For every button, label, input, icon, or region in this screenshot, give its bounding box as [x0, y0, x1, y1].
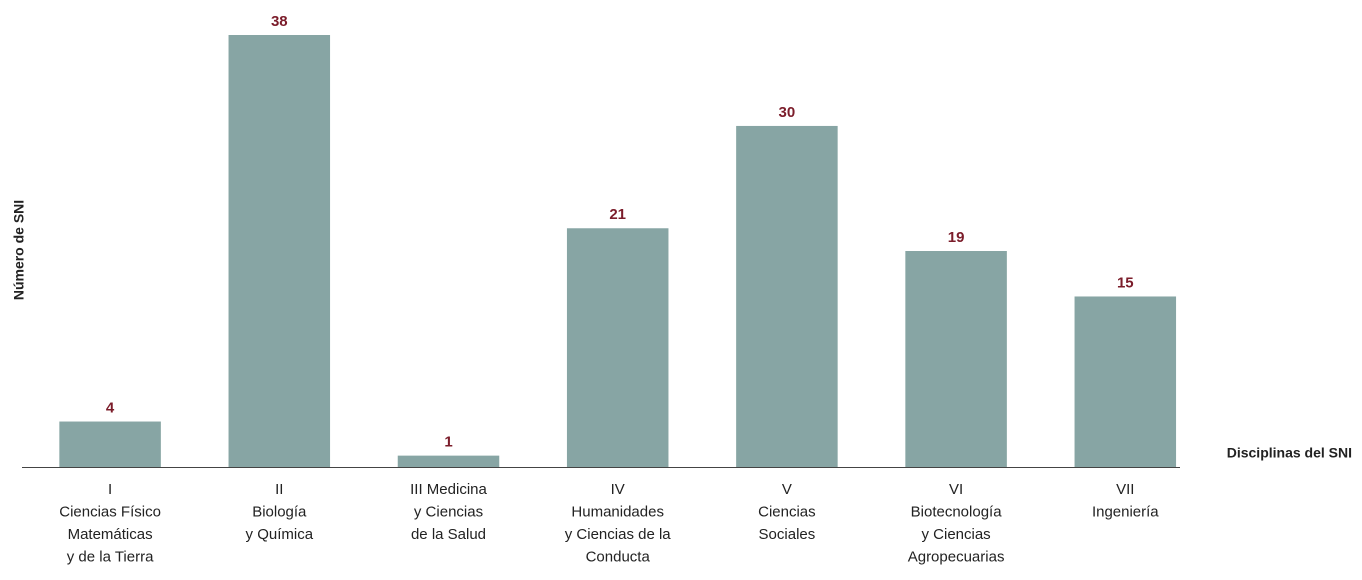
x-tick-label-line: II — [275, 481, 283, 498]
x-tick-label-line: Ciencias — [758, 503, 816, 520]
bar — [228, 35, 331, 467]
x-tick-label-line: Humanidades — [571, 503, 664, 520]
x-tick-label: VII Ingeniería — [1092, 481, 1159, 521]
bar — [736, 125, 838, 468]
x-tick-label: I Ciencias Físico Matemáticas y de la Tierr… — [59, 481, 161, 566]
x-tick-label: IV Humanidades y Ciencias de la Conducta — [565, 481, 672, 566]
x-tick-label: VI Biotecnología y Ciencias Agropecuarias — [908, 481, 1005, 566]
x-tick-label: II Biología y Química — [246, 481, 314, 543]
x-tick-label-line: Matemáticas — [68, 526, 153, 543]
value-label: 21 — [609, 206, 626, 223]
x-tick-label-line: de la Salud — [411, 526, 486, 543]
x-tick-label-line: Biología — [252, 503, 307, 520]
x-tick-label-line: y Química — [246, 526, 314, 543]
x-tick-label-line: Biotecnología — [911, 503, 1003, 520]
value-label: 30 — [779, 104, 796, 121]
x-tick-label-line: y Ciencias — [921, 526, 990, 543]
x-tick-label: V Ciencias Sociales — [758, 481, 816, 543]
x-tick-label-line: V — [782, 481, 792, 498]
bar — [905, 251, 1007, 467]
x-tick-label: III Medicina y Ciencias de la Salud — [410, 481, 487, 543]
x-tick-label-line: Ciencias Físico — [59, 503, 161, 520]
x-tick-label-line: VII — [1116, 481, 1134, 498]
x-tick-label-line: Agropecuarias — [908, 548, 1005, 565]
value-label: 4 — [106, 399, 115, 416]
bar — [397, 455, 500, 467]
bar — [59, 421, 161, 467]
x-tick-label-line: y Ciencias de la — [565, 526, 672, 543]
value-label: 15 — [1117, 274, 1134, 291]
value-label: 38 — [271, 13, 288, 30]
x-tick-label-line: Ingeniería — [1092, 503, 1159, 520]
x-tick-label-line: Sociales — [759, 526, 816, 543]
x-tick-label-line: I — [108, 481, 112, 498]
y-axis-label: Número de SNI — [11, 200, 27, 300]
bar — [1074, 296, 1177, 467]
x-tick-label-line: IV — [611, 481, 625, 498]
value-label: 19 — [948, 229, 965, 246]
x-tick-label-line: y Ciencias — [414, 503, 483, 520]
x-tick-label-line: Conducta — [586, 548, 651, 565]
value-label: 1 — [444, 434, 452, 451]
x-axis-label: Disciplinas del SNI — [1227, 445, 1352, 461]
x-tick-label-line: III Medicina — [410, 481, 487, 498]
x-tick-label-line: VI — [949, 481, 963, 498]
x-tick-label-line: y de la Tierra — [67, 548, 154, 565]
bar — [566, 228, 669, 467]
